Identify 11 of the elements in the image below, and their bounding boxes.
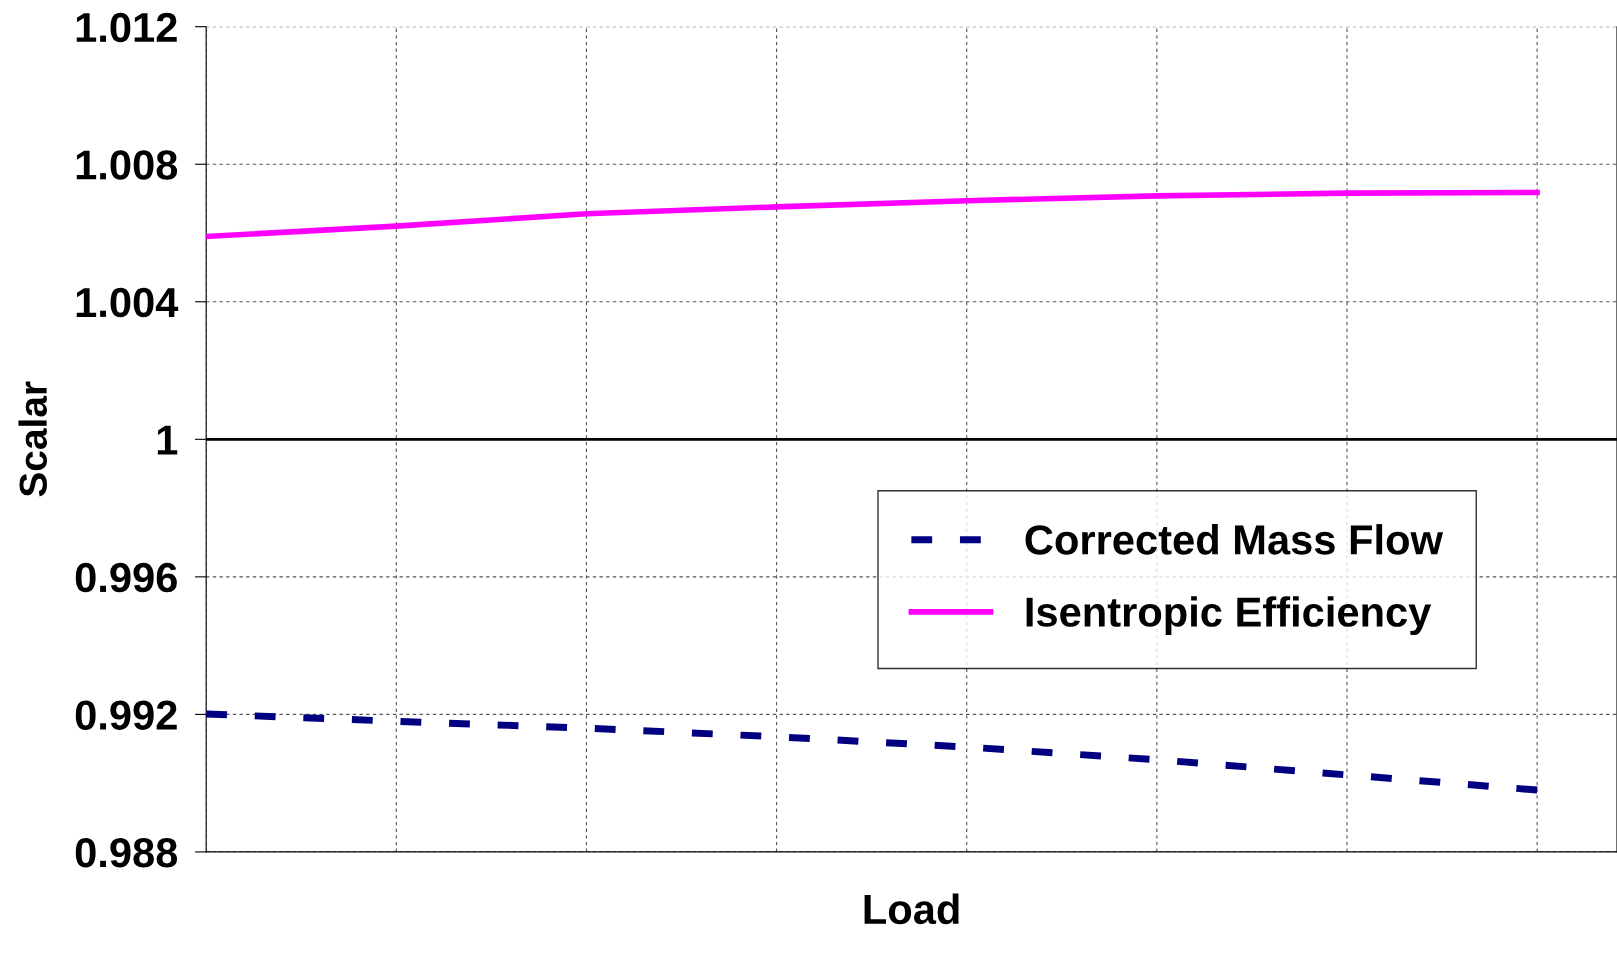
y-tick-label: 1 xyxy=(157,425,178,455)
y-tick-label: 1.008 xyxy=(76,150,178,180)
y-tick-label: 1.004 xyxy=(76,287,179,318)
y-tick-label: 1.012 xyxy=(76,12,177,43)
legend-label: Isentropic Efficiency xyxy=(1026,596,1432,636)
y-tick-label: 0.988 xyxy=(75,837,178,868)
y-axis-title: Scalar xyxy=(18,381,47,497)
y-tick-label: 0.992 xyxy=(75,700,177,730)
x-axis-title: Load xyxy=(864,893,959,925)
legend-label: Corrected Mass Flow xyxy=(1025,524,1444,555)
y-tick-label: 0.996 xyxy=(75,562,177,593)
